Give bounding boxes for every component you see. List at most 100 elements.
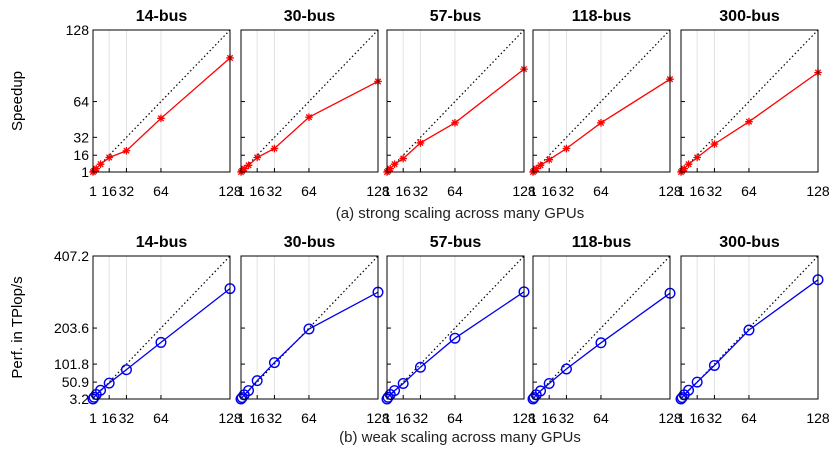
y-tick-label: 16 [73,147,89,163]
x-tick-label: 64 [301,183,317,199]
y-tick-label: 1 [81,164,89,180]
data-point [676,392,688,404]
x-tick-label: 16 [249,183,265,199]
data-point [244,161,253,170]
panel-frame [386,255,525,400]
data-point [303,323,315,335]
x-tick-label: 32 [267,183,283,199]
x-tick-label: 1 [383,410,391,426]
data-point [397,377,409,389]
data-point [708,359,720,371]
x-tick-label: 64 [153,410,169,426]
x-tick-label: 1 [383,183,391,199]
data-point [710,140,719,148]
x-tick-label: 32 [559,410,575,426]
data-point [693,153,701,162]
x-tick-label: 64 [301,410,317,426]
x-tick-label: 64 [593,410,609,426]
figure-caption: (b) weak scaling across many GPUs [339,429,581,446]
ideal-scaling-line [240,29,379,173]
x-tick-label: 1 [529,410,537,426]
panel-title: 14-bus [136,8,188,25]
data-point [88,391,100,403]
panel-frame [532,29,671,173]
x-tick-label: 16 [395,183,411,199]
x-tick-label: 64 [593,183,609,199]
data-point [414,361,426,373]
data-point [243,385,255,397]
ideal-scaling-line [680,29,819,173]
panel-frame [386,29,525,173]
x-tick-label: 16 [541,183,557,199]
data-point [684,160,693,168]
x-tick-label: 1 [89,183,97,199]
x-tick-label: 64 [741,410,757,426]
panel-title: 300-bus [719,8,780,25]
x-tick-label: 128 [366,183,390,199]
ideal-scaling-line [92,29,231,173]
panel-frame [240,29,379,173]
x-tick-label: 128 [512,183,536,199]
data-point [155,336,167,348]
panel-title: 30-bus [284,8,336,25]
data-point [120,364,132,376]
panel-title: 57-bus [430,8,482,25]
data-point [270,144,279,153]
y-tick-label: 203.6 [54,320,89,336]
data-point [389,385,401,397]
data-point [251,375,263,387]
data-point [268,357,280,369]
data-point [122,146,131,155]
series-line [386,291,525,400]
panel-frame [92,29,231,173]
panel-title: 14-bus [136,234,188,251]
x-tick-label: 32 [119,183,135,199]
panel-title: 118-bus [572,234,632,251]
series-line [240,291,379,400]
ideal-scaling-line [240,255,379,400]
y-tick-label: 407.2 [54,248,89,264]
data-point [95,384,107,396]
x-tick-label: 32 [413,410,429,426]
data-point [560,363,572,375]
data-point [236,392,248,404]
data-point [535,385,547,397]
data-point [536,161,545,170]
x-tick-label: 16 [689,410,705,426]
x-tick-label: 64 [447,183,463,199]
series-line [240,80,379,173]
x-tick-label: 1 [237,183,245,199]
x-tick-label: 64 [153,183,169,199]
y-tick-label: 50.9 [62,374,89,390]
x-tick-label: 16 [249,410,265,426]
series-line [92,288,231,400]
data-point [305,113,313,122]
x-tick-label: 128 [658,410,682,426]
x-tick-label: 32 [559,183,575,199]
ideal-scaling-line [386,255,525,400]
data-point [528,392,540,404]
data-point [416,139,425,147]
x-tick-label: 128 [806,410,830,426]
data-point [240,164,249,173]
y-axis-label: Speedup [9,71,26,131]
data-point [449,332,461,344]
x-tick-label: 1 [677,183,685,199]
x-tick-label: 128 [806,183,830,199]
y-tick-label: 101.8 [54,356,89,372]
data-point [103,377,115,389]
y-tick-label: 64 [73,94,89,110]
data-point [399,154,407,163]
x-tick-label: 16 [395,410,411,426]
x-tick-label: 64 [447,410,463,426]
x-tick-label: 32 [707,410,723,426]
data-point [683,384,695,396]
